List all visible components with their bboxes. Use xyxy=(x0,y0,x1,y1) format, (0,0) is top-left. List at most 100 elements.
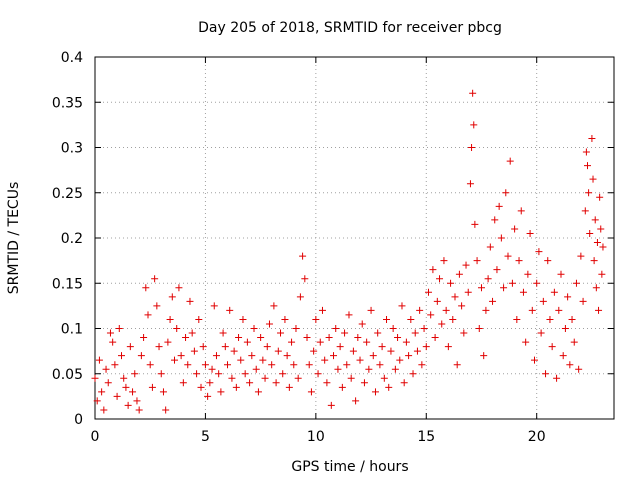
data-point xyxy=(424,288,432,296)
data-point xyxy=(592,284,600,292)
data-point xyxy=(159,388,167,396)
data-point xyxy=(195,315,203,323)
data-point xyxy=(148,383,156,391)
data-point xyxy=(591,216,599,224)
data-point xyxy=(268,361,276,369)
data-point xyxy=(208,365,216,373)
data-point xyxy=(104,379,112,387)
data-point xyxy=(168,293,176,301)
data-point xyxy=(497,234,505,242)
data-point xyxy=(95,356,103,364)
data-point xyxy=(431,334,439,342)
data-point xyxy=(109,338,117,346)
data-point xyxy=(413,347,421,355)
data-point xyxy=(230,347,238,355)
data-point xyxy=(495,202,503,210)
data-point xyxy=(482,306,490,314)
data-point xyxy=(219,329,227,337)
data-point xyxy=(252,365,260,373)
data-point xyxy=(484,275,492,283)
data-point xyxy=(270,302,278,310)
data-point xyxy=(100,406,108,414)
data-point xyxy=(221,343,229,351)
data-point xyxy=(369,352,377,360)
data-point xyxy=(469,89,477,97)
data-point xyxy=(299,252,307,260)
data-point xyxy=(582,148,590,156)
data-point xyxy=(436,275,444,283)
data-point xyxy=(296,293,304,301)
x-tick-label: 0 xyxy=(91,429,100,445)
data-point xyxy=(585,189,593,197)
data-point xyxy=(323,379,331,387)
data-point xyxy=(115,325,123,332)
data-point xyxy=(402,338,410,346)
data-point xyxy=(389,325,397,332)
data-point xyxy=(380,374,388,382)
data-point xyxy=(164,338,172,346)
data-point xyxy=(391,365,399,373)
data-point xyxy=(294,374,302,382)
data-point xyxy=(367,306,375,314)
data-point xyxy=(506,157,514,165)
data-point xyxy=(555,306,563,314)
data-point xyxy=(321,356,329,364)
data-point xyxy=(263,343,271,351)
y-tick-label: 0.2 xyxy=(61,231,83,247)
data-point xyxy=(281,315,289,323)
data-point xyxy=(241,370,249,378)
data-point xyxy=(546,315,554,323)
data-point xyxy=(586,229,594,237)
data-point xyxy=(360,379,368,387)
data-point xyxy=(248,352,256,360)
data-point xyxy=(502,189,510,197)
data-point xyxy=(155,343,163,351)
data-point xyxy=(515,257,523,265)
data-point xyxy=(345,311,353,319)
y-tick-label: 0.25 xyxy=(52,186,83,202)
data-point xyxy=(228,374,236,382)
data-point xyxy=(182,334,190,342)
data-point xyxy=(122,383,130,391)
data-point xyxy=(129,388,137,396)
data-point xyxy=(387,347,395,355)
data-point xyxy=(325,334,333,342)
data-point xyxy=(508,279,516,287)
data-point xyxy=(365,365,373,373)
data-point xyxy=(468,144,476,151)
data-point xyxy=(491,216,499,224)
data-point xyxy=(418,361,426,369)
data-point xyxy=(383,315,391,323)
data-point xyxy=(416,306,424,314)
data-point xyxy=(363,338,371,346)
data-point xyxy=(190,347,198,355)
data-point xyxy=(579,297,587,305)
data-point xyxy=(226,306,234,314)
y-tick-label: 0.15 xyxy=(52,276,83,292)
data-point xyxy=(526,229,534,237)
data-point xyxy=(524,270,532,278)
data-point xyxy=(528,306,536,314)
data-point xyxy=(550,288,558,296)
y-axis-label: SRMTID / TECUs xyxy=(6,182,22,295)
y-tick-label: 0.4 xyxy=(61,50,83,66)
data-point xyxy=(303,334,311,342)
data-point xyxy=(146,361,154,369)
data-point xyxy=(597,225,605,233)
data-point xyxy=(274,347,282,355)
data-point xyxy=(596,193,604,201)
data-point xyxy=(201,361,209,369)
data-point xyxy=(599,243,607,251)
data-point xyxy=(542,370,550,378)
data-point xyxy=(197,383,205,391)
data-point xyxy=(301,275,309,283)
data-point xyxy=(186,297,194,305)
data-point xyxy=(349,347,357,355)
data-point xyxy=(91,374,99,382)
data-point xyxy=(566,361,574,369)
data-point xyxy=(206,379,214,387)
data-point xyxy=(374,329,382,337)
data-point xyxy=(124,401,132,409)
data-point xyxy=(232,383,240,391)
